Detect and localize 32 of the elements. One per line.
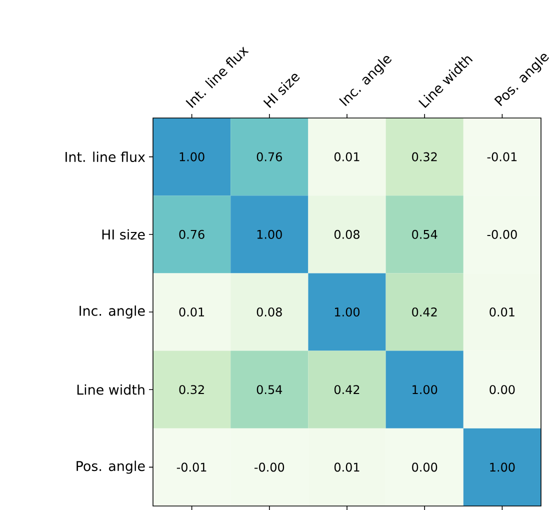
y-tick-label: Int. line flux <box>66 152 146 162</box>
y-tick-label: Line width <box>77 384 144 395</box>
data-label: 0.01 <box>179 307 204 317</box>
data-label: 1.00 <box>257 230 282 239</box>
y-tick-label: HI size <box>102 229 145 240</box>
data-label: 0.32 <box>412 152 437 162</box>
data-label: -0.01 <box>487 152 517 162</box>
data-label: 0.54 <box>412 230 438 239</box>
y-tick-label: Pos. angle <box>76 460 145 474</box>
data-label: 0.76 <box>256 152 282 162</box>
data-label: 1.00 <box>412 385 438 394</box>
data-label: 0.54 <box>256 385 282 394</box>
data-label: -0.01 <box>176 462 206 472</box>
data-label: -0.00 <box>254 462 284 472</box>
x-tick-label: HI size <box>263 74 300 108</box>
data-label: 0.00 <box>490 385 515 394</box>
data-label: 1.00 <box>180 152 204 162</box>
data-label: 0.32 <box>179 385 204 394</box>
data-label: 0.42 <box>334 385 360 394</box>
y-tick-label: Inc. angle <box>80 305 145 319</box>
data-label: 0.08 <box>334 230 360 239</box>
data-label: 1.00 <box>490 462 515 472</box>
data-label: 1.00 <box>335 307 360 317</box>
data-label: 0.01 <box>334 152 360 162</box>
data-label: 0.76 <box>179 230 204 239</box>
data-label: 0.42 <box>412 307 437 317</box>
data-label: 0.00 <box>412 462 438 472</box>
x-tick-label: Int. line flux <box>186 46 249 108</box>
data-label: 0.01 <box>490 307 514 317</box>
data-label: -0.00 <box>487 230 517 239</box>
data-label: 0.01 <box>334 462 360 472</box>
data-label: 0.08 <box>256 307 282 317</box>
